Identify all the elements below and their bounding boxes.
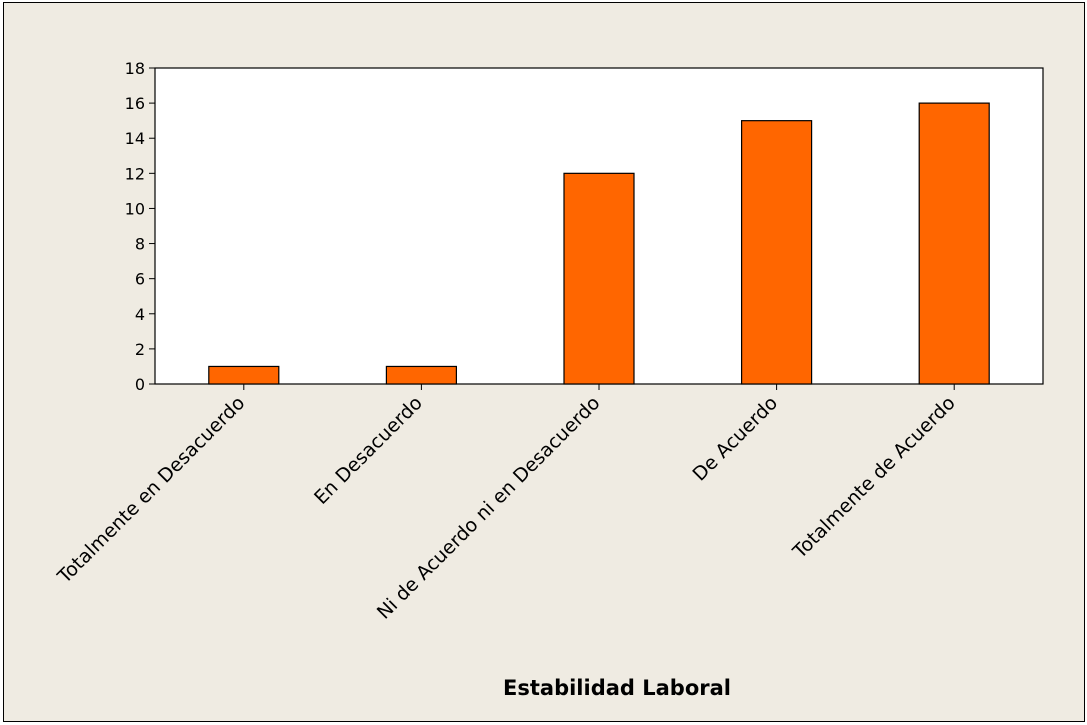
y-tick-label: 16 <box>125 94 145 113</box>
x-category-label: Totalmente en Desacuerdo <box>53 392 249 588</box>
chart-frame: 0 2 4 6 8 10 12 14 16 18 Totalmente en Desacuerdo… <box>3 2 1085 722</box>
bar <box>385 365 457 385</box>
bars-group <box>208 102 990 385</box>
y-tick-label: 12 <box>125 164 145 183</box>
y-tick-label: 4 <box>135 305 145 324</box>
y-axis: 0 2 4 6 8 10 12 14 16 18 <box>125 59 155 394</box>
x-category-label: En Desacuerdo <box>310 392 427 509</box>
x-axis: Totalmente en Desacuerdo En DesacuerdoNi … <box>53 384 960 624</box>
bar <box>918 102 990 385</box>
y-tick-label: 2 <box>135 340 145 359</box>
bar <box>740 120 813 385</box>
x-category-label: Totalmente de Acuerdo <box>788 392 960 564</box>
y-tick-label: 6 <box>135 270 145 289</box>
bar-chart: 0 2 4 6 8 10 12 14 16 18 Totalmente en Desacuerdo… <box>53 59 1044 700</box>
bar <box>563 172 635 385</box>
bar <box>208 365 280 385</box>
y-tick-label: 14 <box>125 129 145 148</box>
y-tick-label: 8 <box>135 235 145 254</box>
x-category-label: De Acuerdo <box>689 392 783 486</box>
y-tick-label: 18 <box>125 59 145 78</box>
y-tick-label: 10 <box>125 199 145 218</box>
x-axis-title: Estabilidad Laboral <box>503 676 731 700</box>
y-tick-label: 0 <box>135 375 145 394</box>
